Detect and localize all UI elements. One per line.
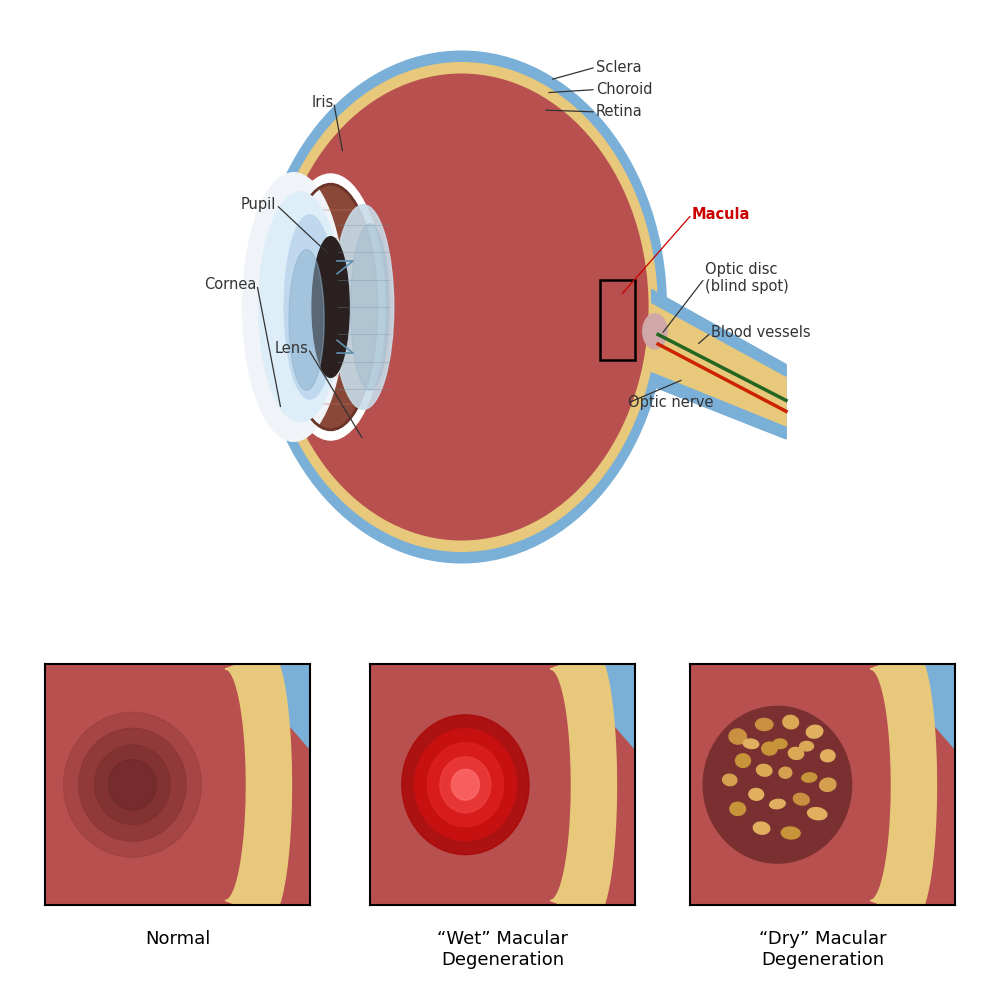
Ellipse shape <box>802 772 817 782</box>
Ellipse shape <box>440 757 491 813</box>
Ellipse shape <box>743 739 759 749</box>
Ellipse shape <box>808 808 827 820</box>
Ellipse shape <box>773 739 787 749</box>
Ellipse shape <box>749 788 764 800</box>
Ellipse shape <box>284 184 377 430</box>
Ellipse shape <box>266 63 657 551</box>
Text: Sclera: Sclera <box>596 60 642 75</box>
Polygon shape <box>550 652 616 917</box>
Ellipse shape <box>284 184 377 430</box>
Ellipse shape <box>723 774 737 785</box>
Ellipse shape <box>108 760 157 810</box>
Text: Retina: Retina <box>596 104 643 119</box>
Polygon shape <box>652 289 786 439</box>
Text: Normal: Normal <box>145 930 210 948</box>
Ellipse shape <box>257 51 666 563</box>
Polygon shape <box>652 302 786 427</box>
Polygon shape <box>561 664 635 749</box>
Ellipse shape <box>289 249 324 390</box>
Ellipse shape <box>64 712 201 857</box>
Text: Optic nerve: Optic nerve <box>628 396 713 410</box>
Polygon shape <box>652 289 786 376</box>
Ellipse shape <box>788 747 804 760</box>
Ellipse shape <box>806 725 823 738</box>
Ellipse shape <box>800 741 814 751</box>
Ellipse shape <box>276 174 385 440</box>
Text: Cornea: Cornea <box>205 277 257 292</box>
Text: Optic disc
(blind spot): Optic disc (blind spot) <box>705 262 788 294</box>
Text: Choroid: Choroid <box>596 82 652 97</box>
Polygon shape <box>652 373 786 439</box>
Polygon shape <box>881 664 955 749</box>
Text: Iris: Iris <box>311 94 334 110</box>
Text: Blood vessels: Blood vessels <box>711 325 811 340</box>
Ellipse shape <box>736 754 750 768</box>
Text: Lens: Lens <box>274 341 308 356</box>
Text: “Dry” Macular
Degeneration: “Dry” Macular Degeneration <box>759 930 886 968</box>
Ellipse shape <box>755 718 773 730</box>
Ellipse shape <box>753 822 770 834</box>
Ellipse shape <box>259 192 342 422</box>
Ellipse shape <box>402 714 529 855</box>
Ellipse shape <box>779 768 792 778</box>
Ellipse shape <box>703 707 852 863</box>
Ellipse shape <box>79 728 186 841</box>
Ellipse shape <box>729 729 746 744</box>
Ellipse shape <box>95 745 170 825</box>
Ellipse shape <box>312 236 349 377</box>
Polygon shape <box>870 652 936 917</box>
Ellipse shape <box>730 802 746 816</box>
Ellipse shape <box>770 799 785 809</box>
Ellipse shape <box>351 223 389 390</box>
Ellipse shape <box>243 172 345 441</box>
Ellipse shape <box>756 765 772 776</box>
Ellipse shape <box>783 715 799 729</box>
Ellipse shape <box>275 74 648 540</box>
Ellipse shape <box>781 827 800 839</box>
Ellipse shape <box>284 215 335 400</box>
Text: Pupil: Pupil <box>241 197 276 213</box>
Text: “Wet” Macular
Degeneration: “Wet” Macular Degeneration <box>437 930 568 968</box>
Ellipse shape <box>427 743 504 827</box>
Polygon shape <box>236 664 310 749</box>
Ellipse shape <box>415 729 516 840</box>
Polygon shape <box>225 652 291 917</box>
Ellipse shape <box>643 314 667 349</box>
Ellipse shape <box>820 778 836 791</box>
Ellipse shape <box>793 793 809 805</box>
Ellipse shape <box>821 750 835 762</box>
Bar <box>600 279 635 360</box>
Ellipse shape <box>762 742 777 755</box>
Ellipse shape <box>451 769 479 800</box>
Text: Macula: Macula <box>692 207 750 221</box>
Ellipse shape <box>333 205 394 409</box>
